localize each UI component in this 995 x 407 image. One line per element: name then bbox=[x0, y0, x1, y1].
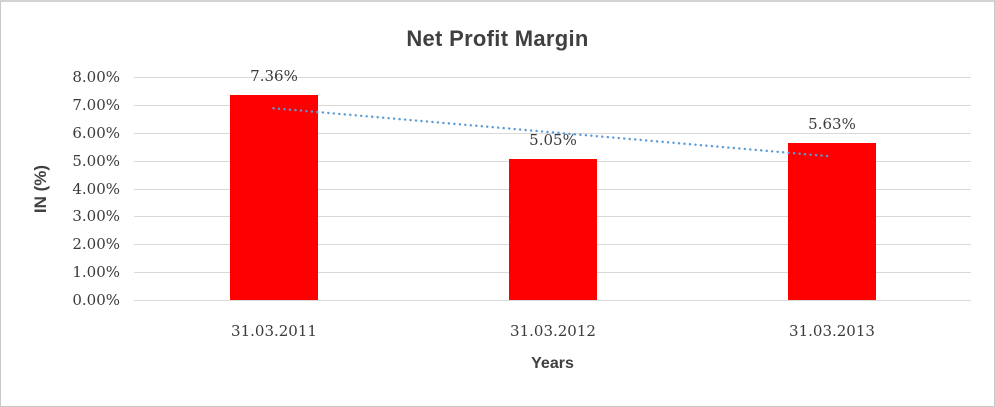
gridline bbox=[134, 105, 971, 106]
data-label: 5.63% bbox=[808, 115, 856, 133]
x-axis-category-label: 31.03.2012 bbox=[510, 322, 596, 340]
gridline bbox=[134, 300, 971, 301]
chart-title: Net Profit Margin bbox=[406, 26, 589, 51]
y-axis-tick-label: 2.00% bbox=[72, 235, 120, 253]
x-axis-title: Years bbox=[531, 355, 574, 372]
data-label: 7.36% bbox=[250, 67, 298, 85]
y-axis-tick-label: 3.00% bbox=[72, 207, 120, 225]
y-axis-tick-label: 7.00% bbox=[72, 96, 120, 114]
x-axis-category-label: 31.03.2013 bbox=[789, 322, 875, 340]
bar-31.03.2011[interactable] bbox=[230, 95, 318, 300]
gridline bbox=[134, 133, 971, 134]
y-axis-tick-label: 5.00% bbox=[72, 152, 120, 170]
x-axis-category-label: 31.03.2011 bbox=[231, 322, 317, 340]
bar-31.03.2013[interactable] bbox=[788, 143, 876, 300]
y-axis-tick-label: 4.00% bbox=[72, 180, 120, 198]
gridline bbox=[134, 77, 971, 78]
y-axis-tick-label: 1.00% bbox=[72, 263, 120, 281]
plot-area bbox=[134, 77, 971, 301]
bar-31.03.2012[interactable] bbox=[509, 159, 597, 300]
data-label: 5.05% bbox=[529, 131, 577, 149]
y-axis-tick-label: 8.00% bbox=[72, 68, 120, 86]
trendline[interactable] bbox=[134, 77, 971, 300]
y-axis-tick-label: 6.00% bbox=[72, 124, 120, 142]
y-axis-tick-label: 0.00% bbox=[72, 291, 120, 309]
